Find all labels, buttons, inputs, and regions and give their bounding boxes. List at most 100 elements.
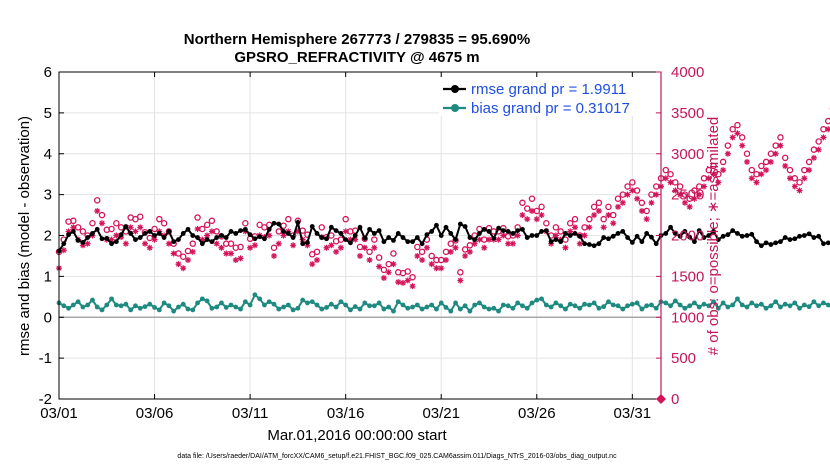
rmse-point bbox=[352, 233, 358, 238]
rmse-point bbox=[457, 221, 463, 227]
assimilated-marker bbox=[385, 269, 392, 276]
assimilated-marker bbox=[806, 167, 813, 174]
assimilated-marker bbox=[820, 134, 827, 141]
assimilated-marker bbox=[701, 183, 707, 190]
rmse-point bbox=[414, 235, 420, 240]
bias-point bbox=[491, 305, 497, 311]
bias-point bbox=[744, 304, 750, 310]
assimilated-marker bbox=[142, 240, 148, 247]
bias-point bbox=[539, 296, 544, 302]
rmse-point bbox=[730, 228, 736, 233]
rmse-point bbox=[199, 241, 205, 247]
assimilated-marker bbox=[729, 134, 736, 141]
possible-marker bbox=[194, 214, 201, 221]
bias-point bbox=[825, 302, 830, 308]
assimilated-marker bbox=[185, 257, 191, 264]
rmse-point bbox=[309, 224, 315, 229]
possible-marker bbox=[777, 134, 784, 141]
possible-marker bbox=[98, 211, 106, 219]
possible-marker bbox=[605, 203, 612, 211]
assimilated-marker bbox=[753, 179, 760, 186]
possible-marker bbox=[285, 215, 292, 223]
rmse-point bbox=[610, 233, 616, 239]
rmse-point bbox=[768, 242, 774, 247]
assimilated-marker bbox=[748, 175, 755, 182]
right-axis-origin-marker bbox=[656, 394, 666, 404]
possible-marker bbox=[261, 224, 268, 231]
bias-point bbox=[653, 305, 659, 311]
possible-marker bbox=[557, 228, 564, 235]
possible-marker bbox=[676, 183, 684, 190]
bias-point bbox=[510, 305, 516, 311]
rmse-point bbox=[319, 235, 325, 240]
y-right-tick-label: 1000 bbox=[671, 309, 704, 326]
assimilated-marker bbox=[767, 158, 774, 165]
footer-data-file: data file: /Users/raeder/DAI/ATM_forcXX/… bbox=[177, 453, 617, 460]
bias-point bbox=[548, 304, 554, 310]
assimilated-marker bbox=[275, 240, 282, 247]
assimilated-marker bbox=[70, 224, 77, 231]
rmse-point bbox=[754, 239, 759, 245]
bias-point bbox=[247, 302, 253, 308]
assimilated-marker bbox=[99, 220, 105, 227]
y-left-tick-label: 1 bbox=[44, 268, 52, 285]
rmse-point bbox=[577, 233, 583, 239]
rmse-point bbox=[118, 232, 124, 238]
rmse-point bbox=[773, 240, 779, 246]
rmse-point bbox=[582, 241, 587, 247]
possible-marker bbox=[724, 142, 732, 149]
bias-point bbox=[763, 305, 769, 311]
bias-point bbox=[543, 302, 549, 308]
possible-marker bbox=[586, 215, 593, 223]
possible-marker bbox=[70, 217, 77, 225]
rmse-point bbox=[720, 233, 726, 239]
assimilated-marker bbox=[328, 242, 335, 249]
possible-marker bbox=[523, 205, 531, 212]
bias-point bbox=[462, 303, 468, 309]
assimilated-marker bbox=[681, 199, 688, 206]
rmse-point bbox=[75, 238, 81, 243]
rmse-point bbox=[500, 228, 506, 233]
bias-point bbox=[362, 300, 368, 306]
rmse-point bbox=[682, 229, 688, 234]
assimilated-marker bbox=[471, 240, 478, 247]
rmse-point bbox=[778, 239, 783, 245]
bias-point bbox=[801, 302, 807, 308]
bias-point bbox=[128, 307, 134, 313]
assimilated-marker bbox=[414, 252, 421, 259]
rmse-point bbox=[233, 231, 239, 236]
bias-point bbox=[324, 305, 329, 310]
bias-point bbox=[773, 299, 779, 305]
y-right-tick-label: 1500 bbox=[671, 268, 704, 285]
bias-point bbox=[677, 302, 683, 308]
y-right-tick-label: 500 bbox=[671, 350, 696, 367]
bias-point bbox=[252, 292, 258, 298]
possible-marker bbox=[117, 224, 125, 231]
assimilated-marker bbox=[672, 187, 679, 194]
rmse-point bbox=[811, 235, 817, 240]
possible-marker bbox=[113, 219, 120, 227]
assimilated-marker bbox=[433, 265, 440, 272]
rmse-point bbox=[190, 233, 196, 238]
bias-point bbox=[778, 304, 783, 310]
bias-point bbox=[352, 304, 358, 310]
bias-point bbox=[529, 300, 535, 306]
rmse-point bbox=[639, 239, 645, 245]
y-left-tick-label: 3 bbox=[44, 187, 52, 204]
rmse-point bbox=[123, 224, 129, 229]
rmse-point bbox=[252, 236, 258, 242]
assimilated-marker bbox=[290, 242, 297, 249]
axis-layer: 03/01 03/06 03/11 03/16 03/21 03/26 03/31 -2 -1 0… bbox=[39, 64, 705, 422]
assimilated-marker bbox=[634, 195, 641, 202]
possible-marker bbox=[552, 224, 560, 231]
assimilated-marker bbox=[787, 175, 793, 182]
rmse-point bbox=[744, 233, 750, 238]
rmse-point bbox=[324, 236, 329, 242]
bias-point bbox=[219, 300, 224, 306]
rmse-point bbox=[362, 235, 368, 241]
rmse-point bbox=[176, 237, 181, 242]
assimilated-marker bbox=[457, 277, 464, 284]
bias-point bbox=[615, 303, 621, 309]
possible-marker bbox=[824, 117, 830, 125]
rmse-point bbox=[515, 228, 521, 233]
